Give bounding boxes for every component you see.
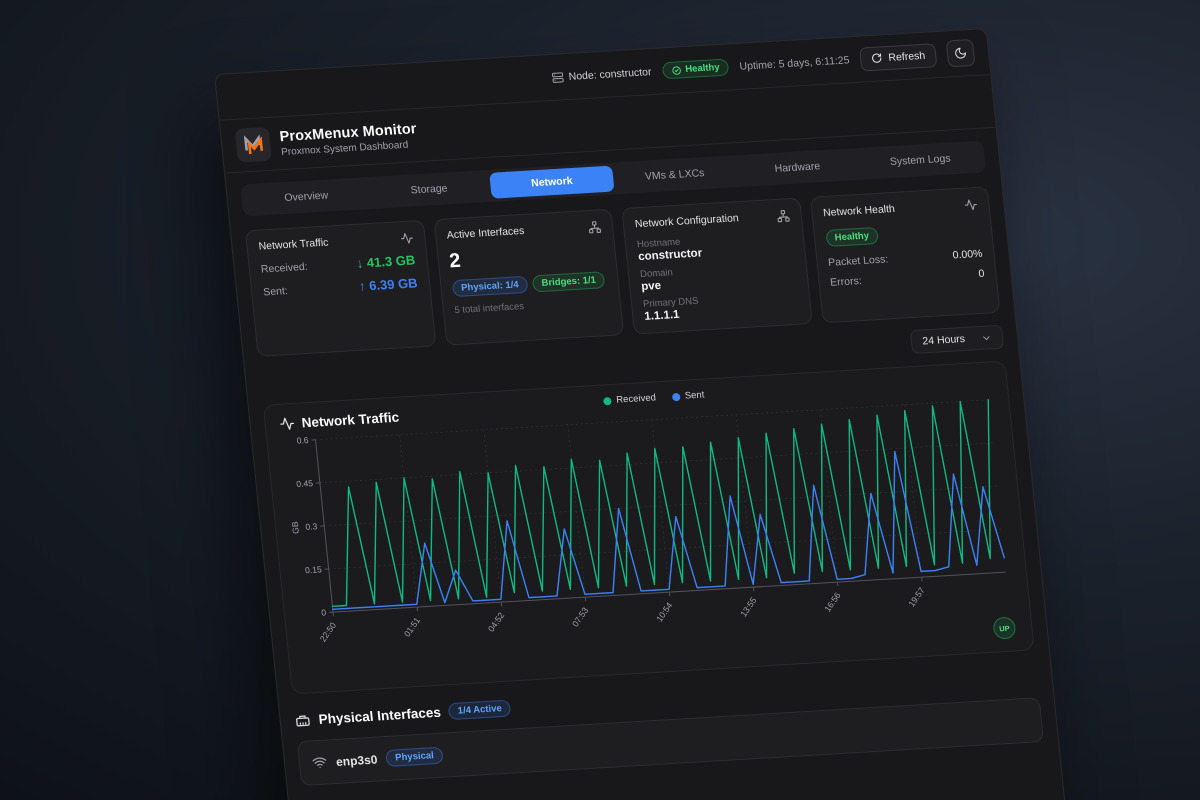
received-value: ↓ 41.3 GB	[355, 252, 416, 271]
svg-text:0.6: 0.6	[296, 435, 309, 446]
svg-text:0.15: 0.15	[305, 564, 323, 575]
tab-network[interactable]: Network	[489, 165, 615, 199]
card-title: Network Configuration	[634, 212, 740, 231]
health-status-badge: Healthy	[661, 58, 730, 80]
card-title: Active Interfaces	[446, 224, 525, 242]
tab-hardware[interactable]: Hardware	[774, 160, 821, 175]
tab-overview[interactable]: Overview	[283, 189, 329, 205]
received-label: Received:	[260, 260, 309, 276]
health-badge: Healthy	[824, 226, 879, 247]
time-range-row: 24 Hours	[259, 324, 1005, 393]
chevron-down-icon	[980, 332, 992, 344]
total-interfaces-note: 5 total interfaces	[453, 301, 525, 317]
svg-text:0.45: 0.45	[296, 478, 314, 489]
sent-value: ↑ 6.39 GB	[358, 275, 419, 294]
svg-text:10:54: 10:54	[654, 600, 674, 623]
sent-label: Sent:	[262, 284, 289, 298]
legend-sent: Sent	[671, 390, 705, 403]
network-traffic-card: Network Traffic Received: ↓ 41.3 GB Sent…	[244, 219, 436, 357]
interface-up-badge: UP	[992, 616, 1017, 640]
activity-icon	[279, 416, 295, 432]
svg-text:GB: GB	[290, 521, 301, 534]
received-dot	[602, 396, 612, 405]
app-title-block: ProxMenux Monitor Proxmox System Dashboa…	[279, 121, 419, 158]
svg-text:04:52: 04:52	[486, 610, 506, 633]
network-icon	[587, 220, 602, 234]
svg-text:16:56: 16:56	[822, 590, 842, 613]
activity-icon	[399, 232, 413, 246]
svg-text:0: 0	[321, 607, 327, 617]
packet-loss-value: 0.00%	[952, 247, 984, 262]
sent-dot	[671, 392, 681, 401]
svg-text:01:51: 01:51	[402, 615, 422, 638]
wifi-icon	[311, 755, 327, 771]
interface-count: 2	[448, 249, 462, 273]
server-icon	[551, 71, 564, 84]
svg-text:13:55: 13:55	[738, 595, 758, 618]
dashboard-window: Node: constructor Healthy Uptime: 5 days…	[214, 28, 1078, 800]
network-icon	[776, 209, 790, 223]
moon-icon	[953, 46, 967, 60]
svg-text:22:50: 22:50	[318, 620, 338, 643]
uptime-label: Uptime: 5 days, 6:11:25	[738, 53, 851, 73]
interface-row-enp3s0[interactable]: enp3s0 Physical	[296, 697, 1045, 787]
theme-toggle-button[interactable]	[945, 38, 976, 68]
node-label: Node: constructor	[568, 65, 652, 83]
network-health-card: Network Health Healthy Packet Loss: 0.00…	[809, 186, 1001, 324]
main-content: Overview Storage Network VMs & LXCs Hard…	[225, 128, 1060, 800]
errors-value: 0	[978, 267, 986, 280]
interface-type-badge: Physical	[385, 746, 444, 767]
interface-name: enp3s0	[335, 752, 379, 769]
activity-icon	[964, 198, 978, 212]
active-interfaces-card: Active Interfaces 2 Physical: 1/4 Bridge…	[433, 208, 625, 346]
node-indicator: Node: constructor	[551, 66, 652, 84]
time-range-select[interactable]: 24 Hours	[910, 324, 1005, 355]
tab-vms-lxcs[interactable]: VMs & LXCs	[644, 167, 705, 183]
bridges-count-badge: Bridges: 1/1	[531, 271, 606, 293]
refresh-button[interactable]: Refresh	[859, 42, 938, 72]
proxmenux-logo	[234, 126, 273, 163]
check-circle-icon	[671, 65, 682, 76]
physical-count-badge: Physical: 1/4	[451, 275, 529, 298]
packet-loss-label: Packet Loss:	[827, 253, 889, 269]
app-header: ProxMenux Monitor Proxmox System Dashboa…	[219, 74, 996, 174]
network-traffic-chart-card: Network Traffic Received Sent 0 0.15 0.3 0.…	[262, 360, 1035, 695]
svg-text:0.3: 0.3	[305, 521, 318, 532]
card-title: Network Health	[822, 202, 896, 220]
svg-text:19:57: 19:57	[906, 585, 926, 608]
network-configuration-card: Network Configuration Hostname construct…	[621, 197, 813, 335]
svg-text:07:53: 07:53	[570, 605, 590, 628]
ethernet-icon	[294, 712, 312, 729]
errors-label: Errors:	[829, 274, 863, 289]
stat-cards-row: Network Traffic Received: ↓ 41.3 GB Sent…	[244, 186, 1001, 357]
utility-bar: Node: constructor Healthy Uptime: 5 days…	[215, 29, 991, 121]
active-count-badge: 1/4 Active	[447, 699, 512, 721]
refresh-icon	[871, 52, 883, 64]
card-title: Network Traffic	[258, 236, 329, 253]
tab-storage[interactable]: Storage	[410, 182, 449, 197]
physical-interfaces-header: Physical Interfaces 1/4 Active	[294, 668, 1038, 729]
chart-title: Network Traffic	[300, 409, 400, 431]
physical-interfaces-title: Physical Interfaces	[317, 704, 442, 727]
tab-system-logs[interactable]: System Logs	[889, 152, 952, 169]
traffic-chart: 0 0.15 0.3 0.45 0.6 22:50 01:51 04:52 07:53 10:54…	[290, 399, 1006, 644]
